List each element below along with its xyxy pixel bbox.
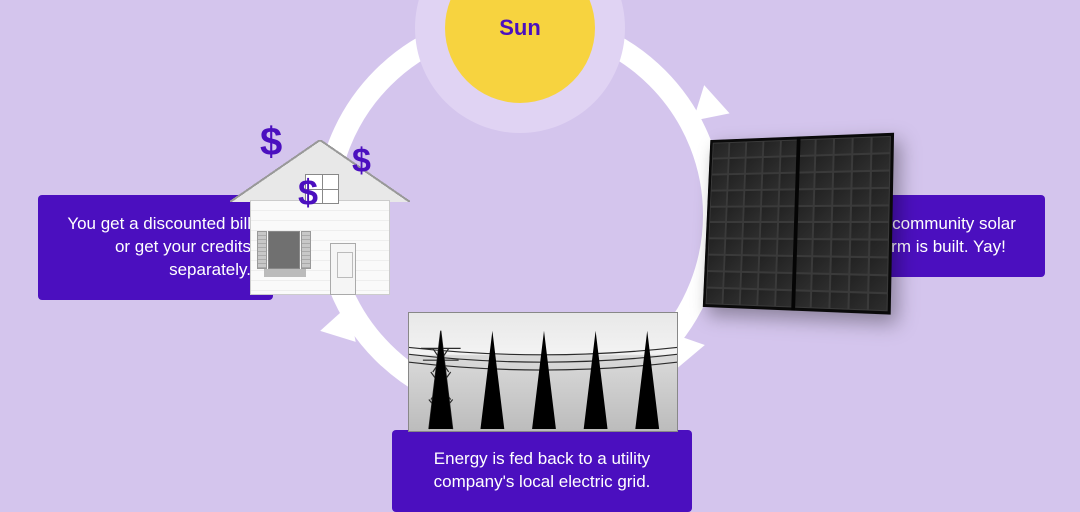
solar-cycle-diagram: Sun You get a discounted bill or get you… xyxy=(0,0,1080,505)
solar-panel-icon xyxy=(703,133,894,315)
dollar-icon: $ xyxy=(352,142,371,181)
dollar-icon: $ xyxy=(260,120,282,165)
power-grid-icon xyxy=(408,312,678,432)
caption-grid: Energy is fed back to a utility company'… xyxy=(392,430,692,512)
house-icon xyxy=(230,130,410,295)
sun-inner: Sun xyxy=(445,0,595,103)
sun-label: Sun xyxy=(499,15,541,41)
dollar-icon: $ xyxy=(298,172,318,214)
